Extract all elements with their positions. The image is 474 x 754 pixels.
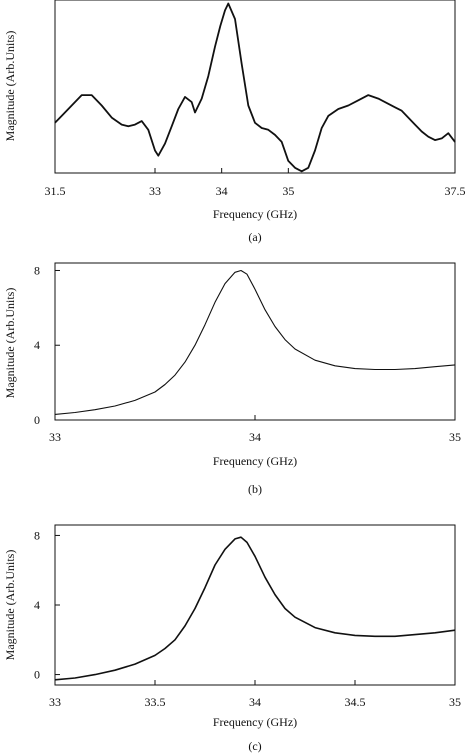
series-layer-a xyxy=(54,2,456,173)
series-line-a-0 xyxy=(54,2,456,173)
x-tick-label-a: 33 xyxy=(149,184,161,198)
x-tick-label-c: 33.5 xyxy=(145,695,166,709)
caption-a: (a) xyxy=(248,230,261,244)
caption-c: (c) xyxy=(248,739,261,753)
x-tick-label-a: 34 xyxy=(216,184,228,198)
plot-frame-c xyxy=(54,524,456,686)
y-tick-label-b: 0 xyxy=(34,413,40,427)
series-layer-b xyxy=(54,269,456,415)
plot-frame-a xyxy=(54,0,456,174)
chart-panel-a: 31.5 33 34 35 37.5 Frequency (GHz) Magnitude… xyxy=(3,0,466,244)
chart-panel-b: 33 34 35 0 4 8 Frequency (GHz) Magnitude (Ar… xyxy=(3,262,461,496)
y-tick-label-c: 0 xyxy=(34,668,40,682)
y-axis-label-c: Magnitude (Arb.Units) xyxy=(3,550,17,661)
x-axis-label-b: Frequency (GHz) xyxy=(213,454,297,468)
x-ticks-c: 33 33.5 34 34.5 35 xyxy=(49,680,461,709)
x-axis-label-a: Frequency (GHz) xyxy=(213,207,297,221)
x-axis-label-c: Frequency (GHz) xyxy=(213,715,297,729)
series-line-b-0 xyxy=(54,269,456,415)
x-tick-label-c: 35 xyxy=(449,695,461,709)
y-tick-label-c: 8 xyxy=(34,528,40,542)
x-tick-label-c: 34.5 xyxy=(345,695,366,709)
x-tick-label-a: 35 xyxy=(282,184,294,198)
chart-panel-c: 33 33.5 34 34.5 35 0 4 8 Frequency (GHz) Magni… xyxy=(3,524,461,753)
y-ticks-c: 0 4 8 xyxy=(34,528,60,682)
y-axis-label-b: Magnitude (Arb.Units) xyxy=(3,288,17,399)
x-tick-label-b: 34 xyxy=(249,430,261,444)
y-tick-label-b: 4 xyxy=(34,338,40,352)
x-tick-label-c: 34 xyxy=(249,695,261,709)
x-tick-label-c: 33 xyxy=(49,695,61,709)
x-ticks-b: 33 34 35 xyxy=(49,415,461,444)
series-layer-c xyxy=(54,536,456,681)
series-line-c-0 xyxy=(54,536,456,681)
x-tick-label-a: 31.5 xyxy=(45,184,66,198)
x-tick-label-a: 37.5 xyxy=(445,184,466,198)
y-axis-label-a: Magnitude (Arb.Units) xyxy=(3,31,17,142)
plot-frame-b xyxy=(54,262,456,421)
x-tick-label-b: 35 xyxy=(449,430,461,444)
x-ticks-a: 31.5 33 34 35 37.5 xyxy=(45,168,466,198)
y-tick-label-c: 4 xyxy=(34,598,40,612)
x-tick-label-b: 33 xyxy=(49,430,61,444)
y-tick-label-b: 8 xyxy=(34,263,40,277)
caption-b: (b) xyxy=(248,482,262,496)
y-ticks-b: 0 4 8 xyxy=(34,263,60,427)
